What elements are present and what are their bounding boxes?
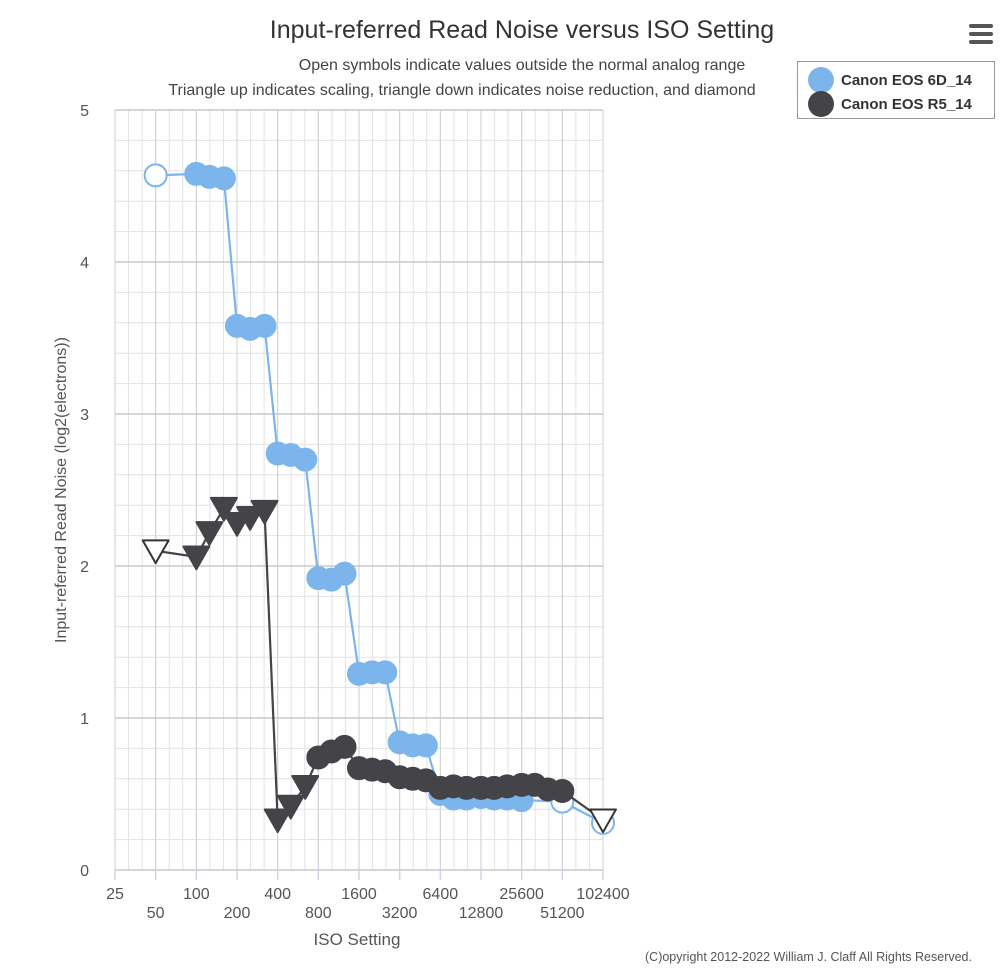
data-point-triangle-down — [195, 521, 224, 546]
y-tick-label: 1 — [80, 711, 89, 728]
x-tick-label: 50 — [147, 905, 165, 922]
y-tick-label: 0 — [80, 863, 89, 880]
data-point-triangle-down — [276, 794, 305, 820]
legend-marker-icon — [808, 67, 834, 93]
grid-lines — [114, 109, 604, 871]
data-point-open-triangle-down — [141, 539, 170, 565]
data-point-open-triangle-down — [589, 808, 617, 834]
data-point-triangle-down — [263, 808, 292, 834]
y-tick-label: 3 — [80, 407, 89, 424]
data-point-triangle-down — [209, 496, 238, 522]
y-tick-label: 5 — [80, 103, 89, 120]
chart-legend: Canon EOS 6D_14 Canon EOS R5_14 — [797, 61, 995, 119]
legend-marker-icon — [808, 91, 834, 117]
x-tick-label: 400 — [264, 886, 291, 903]
data-point-triangle-down — [291, 775, 320, 800]
copyright-notice: (C)opyright 2012-2022 William J. Claff A… — [645, 950, 972, 964]
data-point-circle — [293, 447, 318, 472]
x-tick-label: 102400 — [576, 886, 629, 903]
data-point-circle — [373, 660, 398, 685]
chart-title: Input-referred Read Noise versus ISO Set… — [270, 16, 774, 44]
x-tick-label: 6400 — [423, 886, 459, 903]
x-tick-label: 25600 — [499, 886, 544, 903]
y-tick-label: 2 — [80, 559, 89, 576]
hamburger-menu-icon[interactable] — [966, 22, 996, 48]
data-point-circle — [332, 734, 357, 759]
x-tick-label: 3200 — [382, 905, 418, 922]
x-tick-label: 51200 — [540, 905, 585, 922]
x-tick-label: 25 — [106, 886, 124, 903]
data-point-circle — [332, 561, 357, 586]
data-point-triangle-down — [182, 545, 211, 571]
data-point-open-circle — [143, 163, 168, 188]
y-axis-label: Input-referred Read Noise (log2(electron… — [53, 337, 70, 643]
data-point-circle — [413, 733, 438, 758]
axes: 0 1 2 3 4 5 25 100 400 1600 6400 25600 102400 50 200 80… — [80, 103, 630, 922]
data-point-triangle-down — [236, 505, 265, 531]
legend-item-canon-eos-6d[interactable]: Canon EOS 6D_14 — [808, 67, 972, 93]
chart-subtitle-line-1: Open symbols indicate values outside the… — [299, 57, 746, 74]
x-tick-label: 200 — [224, 905, 251, 922]
data-point-circle — [252, 313, 277, 338]
series-layer — [141, 161, 617, 835]
x-tick-label: 1600 — [341, 886, 377, 903]
x-tick-label: 800 — [305, 905, 332, 922]
x-tick-label: 12800 — [459, 905, 504, 922]
legend-item-canon-eos-r5[interactable]: Canon EOS R5_14 — [808, 91, 972, 117]
y-tick-label: 4 — [80, 255, 89, 272]
data-point-circle — [211, 166, 236, 191]
legend-label: Canon EOS R5_14 — [841, 95, 972, 113]
series-canon-eos-r5 — [141, 496, 617, 834]
chart-subtitle-line-2: Triangle up indicates scaling, triangle … — [168, 82, 755, 99]
legend-label: Canon EOS 6D_14 — [841, 71, 972, 89]
x-axis-label: ISO Setting — [314, 930, 401, 949]
data-point-circle — [550, 778, 575, 803]
data-point-triangle-down — [250, 499, 279, 525]
x-tick-label: 100 — [183, 886, 210, 903]
